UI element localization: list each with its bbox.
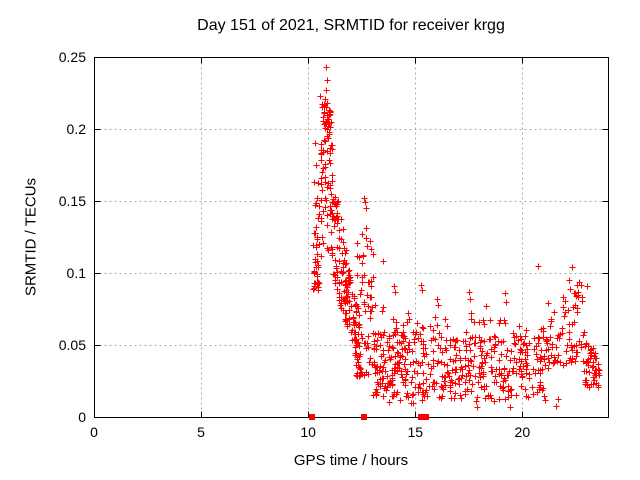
tick-marks	[94, 57, 609, 418]
y-tick-label: 0.05	[58, 337, 86, 353]
y-tick-label: 0.2	[66, 121, 86, 137]
chart-title: Day 151 of 2021, SRMTID for receiver krg…	[197, 17, 505, 34]
zero-flag-square-marker	[309, 414, 315, 420]
x-tick-label: 0	[90, 424, 98, 440]
plot-border	[94, 57, 609, 418]
zero-flag-square-marker	[418, 414, 424, 420]
y-tick-label: 0.25	[58, 49, 86, 65]
y-tick-label: 0.15	[58, 193, 86, 209]
zero-flag-square-marker	[423, 414, 429, 420]
x-tick-label: 10	[300, 424, 316, 440]
y-tick-label: 0.1	[66, 265, 86, 281]
grid-lines	[94, 57, 609, 418]
zero-flag-square-marker	[361, 414, 367, 420]
y-tick-label: 0	[78, 409, 86, 425]
x-axis-label: GPS time / hours	[293, 452, 409, 469]
x-tick-label: 20	[514, 424, 531, 440]
x-tick-label: 5	[197, 424, 205, 440]
x-tick-label: 15	[407, 424, 424, 440]
scatter-plus-markers	[310, 64, 603, 411]
